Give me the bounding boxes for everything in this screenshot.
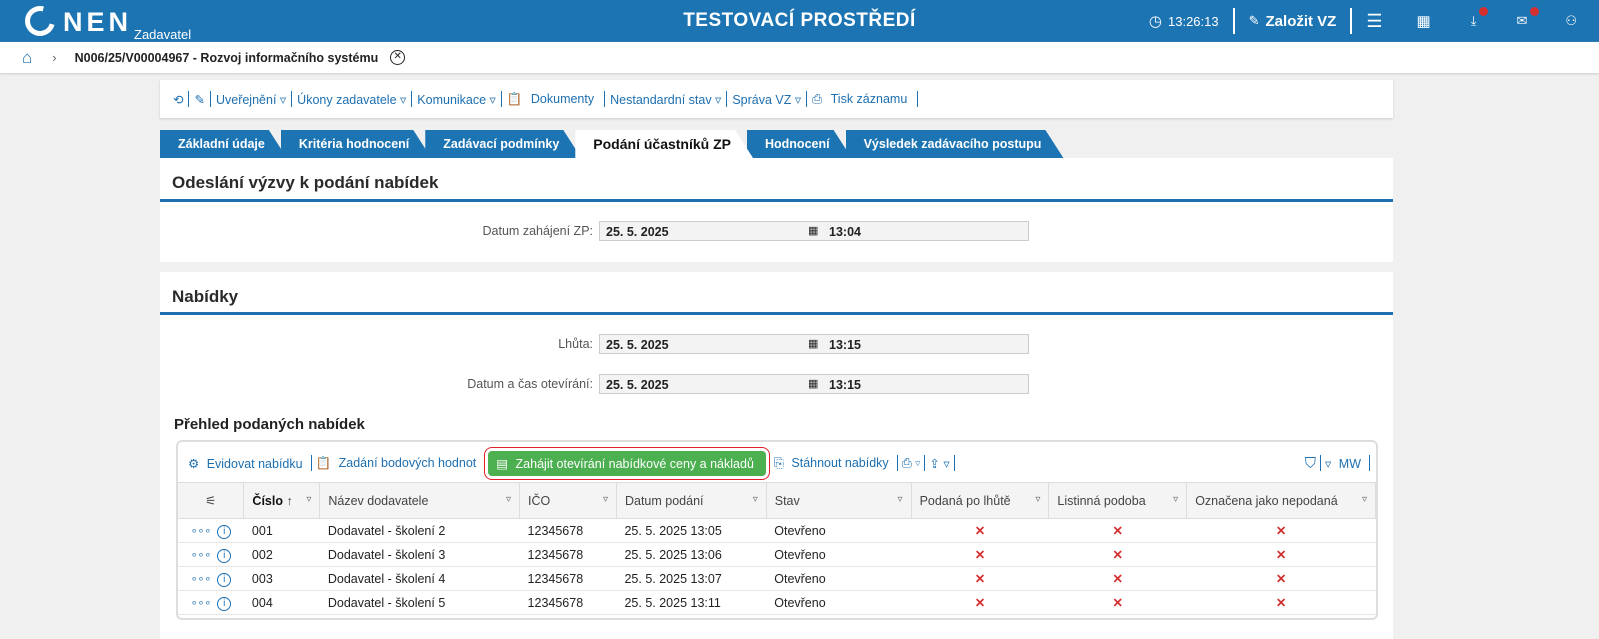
toolbar-documents[interactable]: 📋 Dokumenty: [506, 91, 595, 106]
toolbar-manage[interactable]: Správa VZ ▿: [732, 92, 802, 107]
breadcrumb-current: N006/25/V00004967 - Rozvoj informačního …: [74, 50, 379, 65]
more-options-icon[interactable]: ∘∘∘: [190, 548, 212, 561]
cross-icon: ✕: [1048, 518, 1187, 543]
offers-grid: ⚙ Evidovat nabídku 📋 Zadání bodových hod…: [176, 440, 1378, 620]
edit-icon: ✎: [1248, 13, 1260, 28]
more-options-icon[interactable]: ∘∘∘: [190, 524, 212, 537]
user-icon[interactable]: ⚇: [1565, 13, 1577, 28]
download-icon[interactable]: ⤓: [1451, 0, 1497, 42]
export-icon[interactable]: ⇪ ▿: [929, 456, 950, 471]
info-icon[interactable]: i: [217, 572, 232, 587]
cross-icon: ✕: [1048, 542, 1187, 567]
table-row[interactable]: ∘∘∘ i 002 Dodavatel - školení 3 12345678 25…: [178, 542, 1376, 567]
tab-evaluation[interactable]: Hodnocení: [747, 130, 852, 158]
calendar-icon: ▦: [808, 378, 819, 390]
tab-submissions[interactable]: Podání účastníků ZP: [575, 130, 753, 158]
overview-title: Přehled podaných nabídek: [174, 416, 365, 433]
clock-icon: ◷: [1148, 13, 1162, 30]
points-button[interactable]: 📋 Zadání bodových hodnot: [315, 455, 477, 470]
app-header: NEN Zadavatel TESTOVACÍ PROSTŘEDÍ ◷ 13:26:…: [0, 0, 1599, 42]
breadcrumb: ⌂ › N006/25/V00004967 - Rozvoj informačn…: [0, 42, 1599, 73]
toolbar-publish[interactable]: Uveřejnění ▿: [215, 92, 287, 107]
table-row[interactable]: ∘∘∘ i 001 Dodavatel - školení 2 12345678 25…: [178, 518, 1376, 543]
column-settings-icon[interactable]: ⚟: [178, 482, 245, 519]
more-options-icon[interactable]: ∘∘∘: [190, 572, 212, 585]
calendar-icon: ▦: [808, 225, 819, 237]
refresh-icon[interactable]: ⟲: [173, 92, 184, 107]
cross-icon: ✕: [1186, 590, 1376, 615]
tab-result[interactable]: Výsledek zadávacího postupu: [846, 130, 1064, 158]
info-icon[interactable]: i: [217, 524, 232, 539]
mail-icon[interactable]: ✉: [1496, 0, 1547, 42]
cross-icon: ✕: [1048, 566, 1187, 591]
cross-icon: ✕: [1186, 518, 1376, 543]
offers-table: ⚟ Číslo ↑ ▿ Název dodavatele ▿ IČO ▿ Datum …: [178, 482, 1376, 615]
environment-title: TESTOVACÍ PROSTŘEDÍ: [683, 10, 916, 31]
chevron-right-icon: ›: [52, 50, 57, 65]
nen-logo[interactable]: NEN Zadavatel: [19, 0, 191, 42]
start-date-field[interactable]: 25. 5. 2025 ▦ 13:04: [599, 221, 1029, 241]
toolbar-print[interactable]: ⎙ Tisk záznamu: [812, 91, 908, 106]
pencil-icon[interactable]: ✎: [194, 92, 205, 107]
mw-button[interactable]: ▿ MW: [1325, 456, 1361, 471]
section-invitation: Odeslání výzvy k podání nabídek Datum za…: [160, 158, 1393, 262]
section-title: Nabídky: [160, 272, 1393, 315]
download-offers-button[interactable]: ⎘ Stáhnout nabídky: [773, 455, 889, 470]
close-icon[interactable]: ✕: [390, 50, 406, 65]
start-opening-button[interactable]: ▤ Zahájit otevírání nabídkové ceny a nák…: [484, 446, 770, 480]
tab-conditions[interactable]: Zadávací podmínky: [425, 130, 581, 158]
toolbar-actions[interactable]: Úkony zadavatele ▿: [297, 92, 407, 107]
section-title: Odeslání výzvy k podání nabídek: [160, 158, 1393, 202]
tab-criteria[interactable]: Kritéria hodnocení: [281, 130, 431, 158]
create-vz-button[interactable]: ✎ Založit VZ: [1248, 12, 1337, 30]
filter-icon[interactable]: ⛉: [1304, 454, 1317, 472]
opening-date-field[interactable]: 25. 5. 2025 ▦ 13:15: [599, 374, 1029, 394]
tab-bar: Základní údaje Kritéria hodnocení Zadáva…: [160, 130, 1057, 158]
cross-icon: ✕: [911, 542, 1049, 567]
menu-icon[interactable]: ☰: [1366, 10, 1383, 31]
table-row[interactable]: ∘∘∘ i 004 Dodavatel - školení 5 12345678 25…: [178, 590, 1376, 615]
table-row[interactable]: ∘∘∘ i 003 Dodavatel - školení 4 12345678 25…: [178, 566, 1376, 591]
cross-icon: ✕: [1186, 542, 1376, 567]
print-icon[interactable]: ⎙ ▿: [901, 455, 921, 470]
more-options-icon[interactable]: ∘∘∘: [190, 596, 212, 609]
action-toolbar: ⟲ ✎ Uveřejnění ▿ Úkony zadavatele ▿ Komu…: [160, 80, 1393, 118]
clock: ◷ 13:26:13: [1148, 13, 1219, 30]
cross-icon: ✕: [911, 518, 1049, 543]
cross-icon: ✕: [911, 566, 1049, 591]
home-icon[interactable]: ⌂: [22, 47, 33, 67]
calendar-icon[interactable]: ▦: [1416, 13, 1431, 30]
toolbar-communication[interactable]: Komunikace ▿: [417, 92, 496, 107]
calendar-icon: ▦: [808, 338, 819, 350]
tab-basic[interactable]: Základní údaje: [160, 130, 287, 158]
cross-icon: ✕: [911, 590, 1049, 615]
cross-icon: ✕: [1048, 590, 1187, 615]
cross-icon: ✕: [1186, 566, 1376, 591]
info-icon[interactable]: i: [217, 548, 232, 563]
deadline-field[interactable]: 25. 5. 2025 ▦ 13:15: [599, 334, 1029, 354]
toolbar-nonstandard[interactable]: Nestandardní stav ▿: [610, 92, 722, 107]
register-offer-button[interactable]: ⚙ Evidovat nabídku: [188, 456, 303, 471]
info-icon[interactable]: i: [217, 596, 232, 611]
